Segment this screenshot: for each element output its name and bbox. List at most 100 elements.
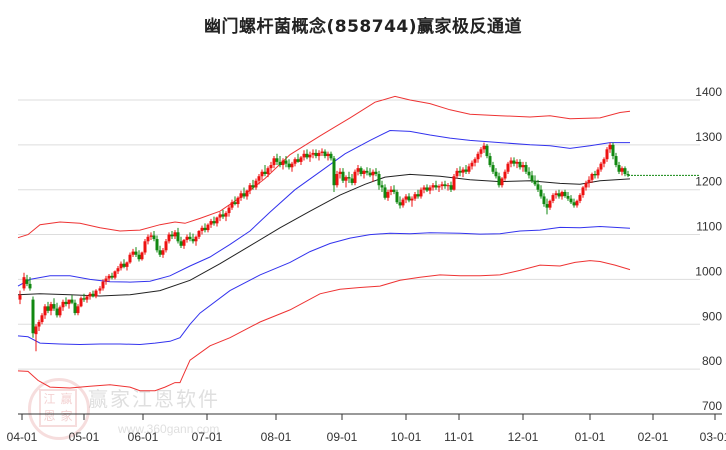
y-tick-label: 1300 [695, 130, 722, 144]
candle-down [365, 167, 369, 176]
candle-down [485, 143, 489, 159]
y-tick-label: 900 [702, 309, 722, 323]
candle-up [302, 150, 306, 161]
candle-up [272, 156, 276, 169]
candle-up [236, 196, 240, 208]
candle-up [197, 230, 201, 240]
x-tick-label: 01-01 [575, 430, 606, 444]
candle-down [64, 297, 68, 307]
candle-up [149, 232, 153, 240]
candle-down [518, 159, 522, 170]
candle-down [368, 168, 372, 178]
candle-down [494, 168, 498, 179]
candle-down [449, 181, 453, 192]
candle-up [599, 161, 603, 172]
candle-up [128, 252, 132, 264]
candle-down [134, 247, 138, 257]
candle-down [464, 165, 468, 174]
candle-down [458, 166, 462, 177]
candle-down [563, 189, 567, 198]
candle-down [314, 149, 318, 159]
candle-up [428, 185, 432, 195]
middle_line-line [17, 173, 631, 297]
candle-down [359, 166, 363, 177]
candle-up [140, 251, 144, 261]
x-tick-label: 06-01 [128, 430, 159, 444]
candle-down [539, 185, 543, 199]
candle-down [296, 153, 300, 163]
candle-down [176, 227, 180, 244]
candle-up [335, 170, 339, 188]
candle-up [299, 156, 303, 166]
candle-up [290, 161, 294, 172]
x-tick-label: 10-01 [391, 430, 422, 444]
candle-down [155, 235, 159, 253]
candle-down [73, 299, 77, 316]
candle-up [98, 286, 102, 294]
candle-down [566, 191, 570, 201]
candle-up [104, 275, 108, 285]
candle-up [470, 160, 474, 170]
candle-down [545, 198, 549, 215]
candle-up [218, 212, 222, 222]
candle-up [37, 319, 41, 332]
candle-down [524, 161, 528, 174]
x-tick-label: 08-01 [261, 430, 292, 444]
candle-up [596, 167, 600, 179]
lower_inner_band-line [17, 225, 631, 346]
candle-up [161, 248, 165, 258]
x-tick-label: 11-01 [444, 430, 474, 444]
candle-up [590, 172, 594, 183]
candle-down [407, 193, 411, 203]
candle-up [308, 151, 312, 162]
chart-title: 幽门螺杆菌概念(858744)赢家极反通道 [203, 17, 522, 37]
x-tick-label: 03-01 [700, 430, 726, 444]
y-axis: 700 800 900 1000 1100 1200 1300 1400 [695, 85, 722, 413]
candle-down [398, 196, 402, 209]
candle-down [332, 156, 336, 192]
y-tick-label: 1200 [695, 175, 722, 189]
watermark-url: www.360gann.com [118, 422, 220, 436]
candle-down [536, 179, 540, 192]
candle-up [182, 239, 186, 249]
watermark-seal-char: 赢 [60, 392, 73, 406]
watermark-seal-char: 恩 [43, 409, 56, 423]
candle-up [194, 235, 198, 246]
candle-up [167, 232, 171, 244]
candle-down [55, 302, 59, 318]
candle-up [40, 313, 44, 325]
candle-down [542, 193, 546, 207]
x-tick-label: 09-01 [327, 430, 358, 444]
candle-up [119, 261, 123, 271]
candle-up [266, 166, 270, 178]
candle-up [521, 161, 525, 172]
candle-up [88, 291, 92, 300]
candle-down [233, 196, 237, 206]
candle-up [254, 178, 258, 190]
candle-up [482, 142, 486, 153]
candle-up [58, 305, 62, 318]
upper_outer_band-line [17, 95, 631, 239]
candle-up [224, 211, 228, 222]
candle-up [548, 199, 552, 210]
candle-up [551, 193, 555, 204]
candle-up [452, 173, 456, 191]
candle-down [377, 170, 381, 190]
candle-down [287, 159, 291, 170]
candle-up [461, 167, 465, 178]
candle-down [275, 153, 279, 166]
candle-up [431, 182, 435, 191]
candle-up [85, 295, 89, 303]
candle-down [623, 166, 627, 177]
candle-up [248, 182, 252, 195]
candle-down [380, 180, 384, 192]
candle-up [413, 191, 417, 201]
candle-down [491, 161, 495, 174]
candle-up [554, 190, 558, 199]
candle-down [617, 161, 621, 174]
y-tick-label: 1000 [695, 264, 722, 278]
candle-up [467, 163, 471, 174]
candle-down [70, 295, 74, 305]
candle-up [356, 165, 360, 176]
candle-up [515, 159, 519, 169]
